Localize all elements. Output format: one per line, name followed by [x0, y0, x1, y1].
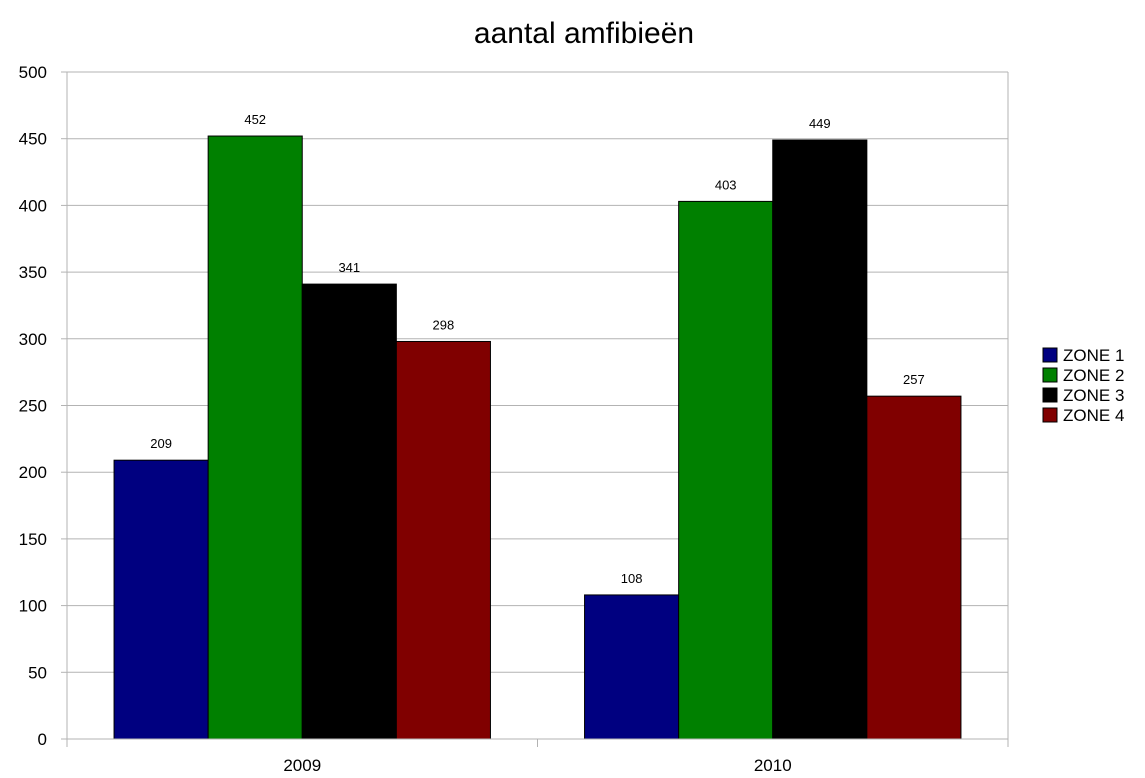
legend-label: ZONE 1	[1063, 346, 1124, 365]
data-label: 341	[338, 260, 360, 275]
data-label: 298	[433, 317, 455, 332]
legend-swatch	[1042, 387, 1058, 403]
y-tick-labels: 0 50 100 150 200 250 300 350 400 450 500	[19, 63, 47, 749]
y-tick-label: 0	[38, 730, 47, 749]
y-tick-label: 150	[19, 530, 47, 549]
bar-zone-1-2010	[584, 594, 680, 740]
bar-zone-2-2010	[678, 200, 774, 740]
x-tick-labels: 2009 2010	[283, 756, 791, 775]
y-tick-label: 300	[19, 330, 47, 349]
legend-label: ZONE 2	[1063, 366, 1124, 385]
legend-swatch	[1042, 407, 1058, 423]
legend-swatch	[1042, 367, 1058, 383]
y-tick-label: 500	[19, 63, 47, 82]
bar-zone-4-2010	[866, 395, 962, 740]
data-label: 449	[809, 116, 831, 131]
bar-zone-4-2009	[395, 340, 491, 740]
data-label: 257	[903, 372, 925, 387]
y-tick-label: 250	[19, 397, 47, 416]
bar-zone-2-2009	[207, 135, 303, 740]
legend-label: ZONE 3	[1063, 386, 1124, 405]
data-label: 108	[621, 571, 643, 586]
y-tick-label: 50	[28, 663, 47, 682]
data-labels: 209 452 341 298 108 403 449 257	[150, 112, 925, 586]
bars	[113, 135, 962, 740]
legend-swatch	[1042, 347, 1058, 363]
y-tick-label: 400	[19, 196, 47, 215]
y-tick-label: 350	[19, 263, 47, 282]
y-tick-label: 450	[19, 130, 47, 149]
bar-zone-3-2010	[772, 139, 868, 740]
data-label: 403	[715, 177, 737, 192]
bar-zone-1-2009	[113, 459, 209, 740]
chart-title: aantal amfibieën	[474, 17, 694, 50]
axes	[61, 71, 1009, 747]
y-tick-label: 200	[19, 463, 47, 482]
data-label: 209	[150, 436, 172, 451]
data-label: 452	[244, 112, 266, 127]
x-tick-label: 2010	[754, 756, 792, 775]
legend-label: ZONE 4	[1063, 406, 1124, 425]
x-tick-label: 2009	[283, 756, 321, 775]
y-tick-label: 100	[19, 597, 47, 616]
bar-zone-3-2009	[301, 283, 397, 740]
